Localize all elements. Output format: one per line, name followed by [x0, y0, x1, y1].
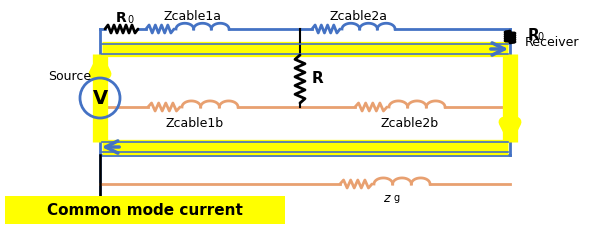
Text: Zcable2a: Zcable2a — [330, 10, 387, 23]
Text: g: g — [393, 192, 399, 202]
Text: Zcable1a: Zcable1a — [164, 10, 221, 23]
Text: Source: Source — [48, 70, 92, 83]
Bar — [5, 196, 285, 224]
Text: z: z — [384, 192, 390, 205]
Text: 0: 0 — [127, 15, 133, 25]
Text: Zcable1b: Zcable1b — [166, 117, 224, 130]
Text: R: R — [115, 11, 126, 25]
Text: V: V — [92, 89, 108, 108]
Text: Receiver: Receiver — [525, 35, 580, 48]
Text: R: R — [312, 71, 324, 86]
Text: Common mode current: Common mode current — [47, 202, 243, 218]
Text: 0: 0 — [537, 32, 543, 42]
Text: Zcable2b: Zcable2b — [381, 117, 439, 130]
Text: R: R — [528, 28, 540, 43]
